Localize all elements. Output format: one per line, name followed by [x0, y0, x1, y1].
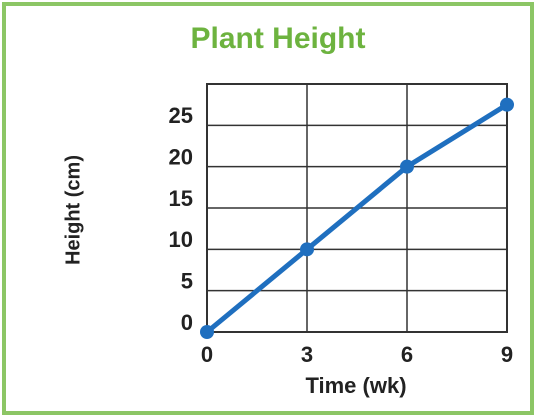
- point: [200, 325, 214, 339]
- x-tick-label: 6: [401, 342, 413, 367]
- point: [400, 159, 414, 174]
- y-tick-label: 25: [169, 103, 193, 128]
- y-tick-label: 5: [181, 268, 193, 293]
- point: [300, 242, 314, 257]
- x-tick-label: 9: [501, 342, 513, 367]
- y-tick-label: 10: [169, 227, 193, 252]
- y-tick-label: 15: [169, 186, 193, 211]
- y-tick-label: 0: [181, 310, 193, 335]
- x-axis-label: Time (wk): [305, 373, 406, 398]
- y-axis-label: Height (cm): [62, 155, 84, 265]
- point: [500, 97, 514, 112]
- line: [205, 102, 509, 334]
- x-tick-label: 0: [201, 342, 213, 367]
- y-tick-label: 20: [169, 144, 193, 169]
- x-tick-label: 3: [301, 342, 313, 367]
- chart-title: Plant Height: [190, 22, 365, 55]
